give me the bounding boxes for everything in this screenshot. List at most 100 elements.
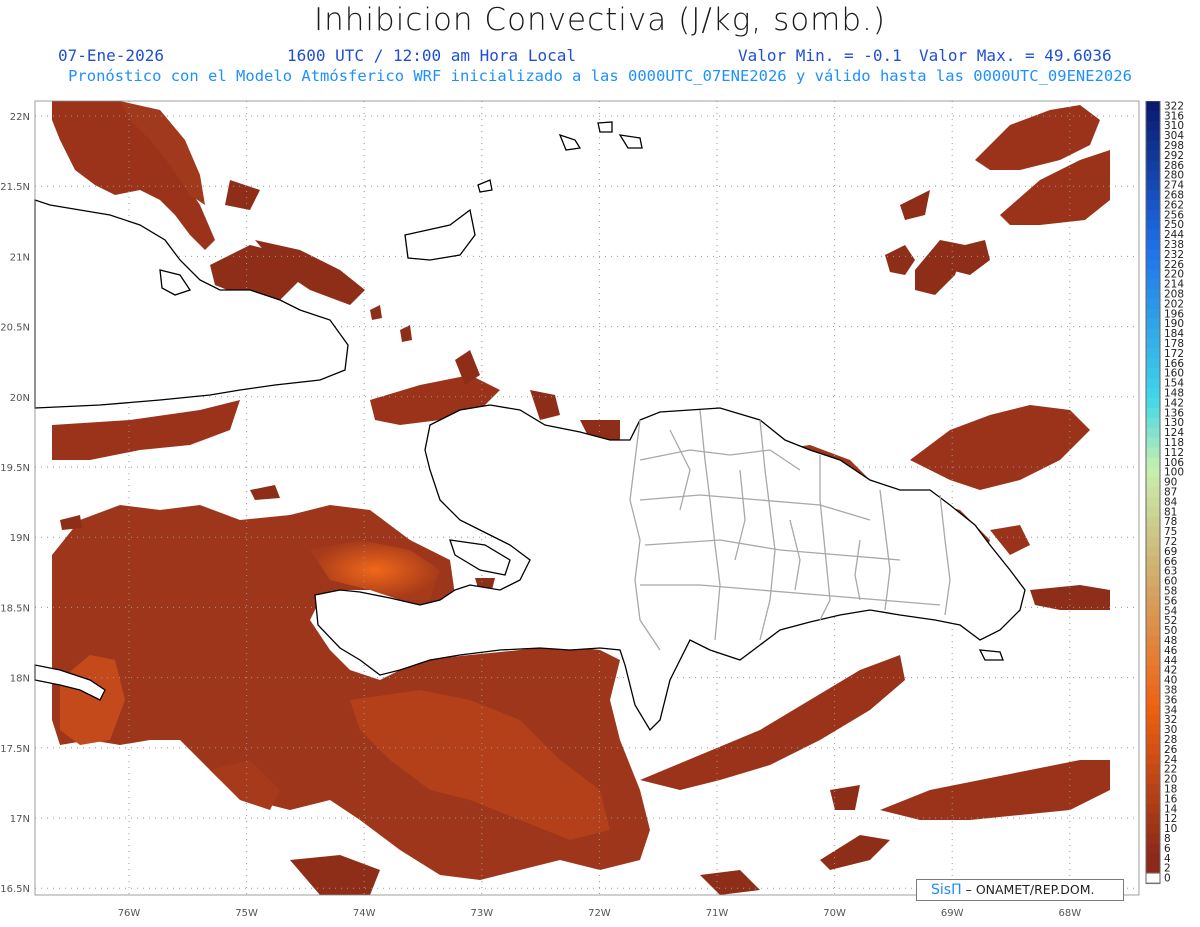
cin-field — [400, 325, 412, 342]
colorbar-label: 75 — [1164, 526, 1177, 538]
colorbar-label: 10 — [1164, 823, 1177, 835]
colorbar-label: 304 — [1164, 130, 1184, 142]
colorbar-swatch — [1146, 110, 1160, 122]
colorbar-swatch — [1146, 615, 1160, 627]
colorbar-label: 202 — [1164, 298, 1184, 310]
colorbar-label: 58 — [1164, 586, 1177, 598]
colorbar-swatch — [1146, 655, 1160, 666]
colorbar-label: 292 — [1164, 150, 1184, 162]
colorbar-swatch — [1146, 348, 1160, 359]
colorbar-label: 310 — [1164, 120, 1184, 132]
colorbar-label: 262 — [1164, 199, 1184, 211]
map-title: Inhibicion Convectiva (J/kg, somb.) — [313, 2, 887, 38]
colorbar-label: 148 — [1164, 388, 1184, 400]
colorbar-swatch — [1146, 269, 1160, 280]
cin-field — [880, 760, 1110, 820]
colorbar-swatch — [1146, 764, 1160, 775]
lat-label: 20N — [10, 393, 30, 404]
cin-field — [1000, 150, 1110, 225]
cin-field — [52, 101, 215, 250]
colorbar-swatch — [1146, 516, 1160, 528]
colorbar-label: 6 — [1164, 843, 1171, 855]
colorbar-label: 66 — [1164, 556, 1178, 568]
colorbar-swatch — [1146, 734, 1160, 745]
colorbar-swatch — [1146, 625, 1160, 637]
colorbar-frame — [1145, 101, 1161, 884]
colorbar-label: 81 — [1164, 506, 1177, 518]
lon-label: 76W — [118, 908, 141, 919]
colorbar-label: 24 — [1164, 754, 1178, 766]
island-coast — [477, 179, 493, 193]
colorbar-swatch — [1146, 229, 1160, 241]
date-label: 07-Ene-2026 — [58, 46, 164, 65]
colorbar-swatch — [1146, 200, 1160, 211]
cin-field — [120, 101, 205, 205]
colorbar-label: 84 — [1164, 496, 1178, 508]
colorbar-swatch — [1146, 407, 1160, 419]
colorbar-label: 32 — [1164, 714, 1177, 726]
colorbar-swatch — [1146, 447, 1160, 458]
min-value-label: Valor Min. = -0.1 — [738, 46, 902, 65]
colorbar-label: 322 — [1164, 101, 1184, 112]
cin-field — [990, 525, 1030, 555]
colorbar-swatch — [1146, 586, 1160, 597]
colorbar-label: 48 — [1164, 635, 1177, 647]
cin-field — [370, 305, 382, 320]
colorbar-label: 142 — [1164, 397, 1184, 409]
colorbar-swatch — [1146, 526, 1160, 538]
cin-field — [900, 190, 930, 220]
island-coast — [618, 134, 643, 149]
colorbar-swatch — [1146, 170, 1160, 181]
colorbar-label: 2 — [1164, 863, 1171, 875]
island-coast — [159, 269, 192, 296]
colorbar-label: 78 — [1164, 516, 1177, 528]
colorbar-swatch — [1146, 784, 1160, 795]
colorbar-label: 46 — [1164, 645, 1178, 657]
colorbar-swatch — [1146, 299, 1160, 310]
colorbar-label: 274 — [1164, 180, 1184, 192]
colorbar-label: 18 — [1164, 784, 1177, 796]
lon-label: 71W — [706, 908, 729, 919]
colorbar-swatch — [1146, 685, 1160, 696]
colorbar-label: 100 — [1164, 467, 1184, 479]
colorbar-swatch — [1146, 467, 1160, 478]
plot-frame — [34, 100, 1140, 896]
colorbar-swatch — [1146, 140, 1160, 151]
lon-label: 72W — [588, 908, 611, 919]
cin-field — [60, 515, 82, 530]
colorbar-label: 16 — [1164, 793, 1178, 805]
colorbar-label: 250 — [1164, 219, 1184, 231]
colorbar-label: 166 — [1164, 358, 1184, 370]
colorbar-label: 256 — [1164, 209, 1184, 221]
colorbar-label: 112 — [1164, 447, 1184, 459]
colorbar-swatch — [1146, 596, 1160, 607]
colorbar-swatch — [1146, 318, 1160, 330]
longitude-labels: 76W 75W 74W 73W 72W 71W 70W 69W 68W — [118, 908, 1082, 919]
cin-field — [290, 855, 380, 895]
colorbar-swatch — [1146, 130, 1160, 142]
cin-field — [310, 540, 440, 600]
colorbar-label: 232 — [1164, 249, 1184, 261]
colorbar-swatch — [1146, 398, 1160, 409]
colorbar-label: 244 — [1164, 229, 1184, 241]
colorbar-swatch — [1146, 160, 1160, 171]
cin-field — [700, 870, 760, 895]
colorbar-swatch — [1146, 437, 1160, 448]
lat-label: 18.5N — [0, 603, 30, 614]
colorbar-swatch — [1146, 457, 1160, 468]
org-label: – ONAMET/REP.DOM. — [965, 882, 1095, 897]
colorbar-label: 154 — [1164, 378, 1184, 390]
colorbar-label: 226 — [1164, 259, 1184, 271]
lat-label: 19.5N — [0, 463, 30, 474]
colorbar-swatch — [1146, 774, 1160, 785]
colorbar-swatch — [1146, 744, 1160, 755]
colorbar-label: 50 — [1164, 625, 1177, 637]
colorbar-label: 214 — [1164, 279, 1184, 291]
colorbar-label: 190 — [1164, 318, 1184, 330]
forecast-info: Pronóstico con el Modelo Atmósferico WRF… — [68, 67, 1132, 85]
colorbar-swatch — [1146, 695, 1160, 706]
colorbar-swatch — [1146, 635, 1160, 646]
colorbar-label: 298 — [1164, 140, 1184, 152]
cin-field — [210, 760, 280, 810]
